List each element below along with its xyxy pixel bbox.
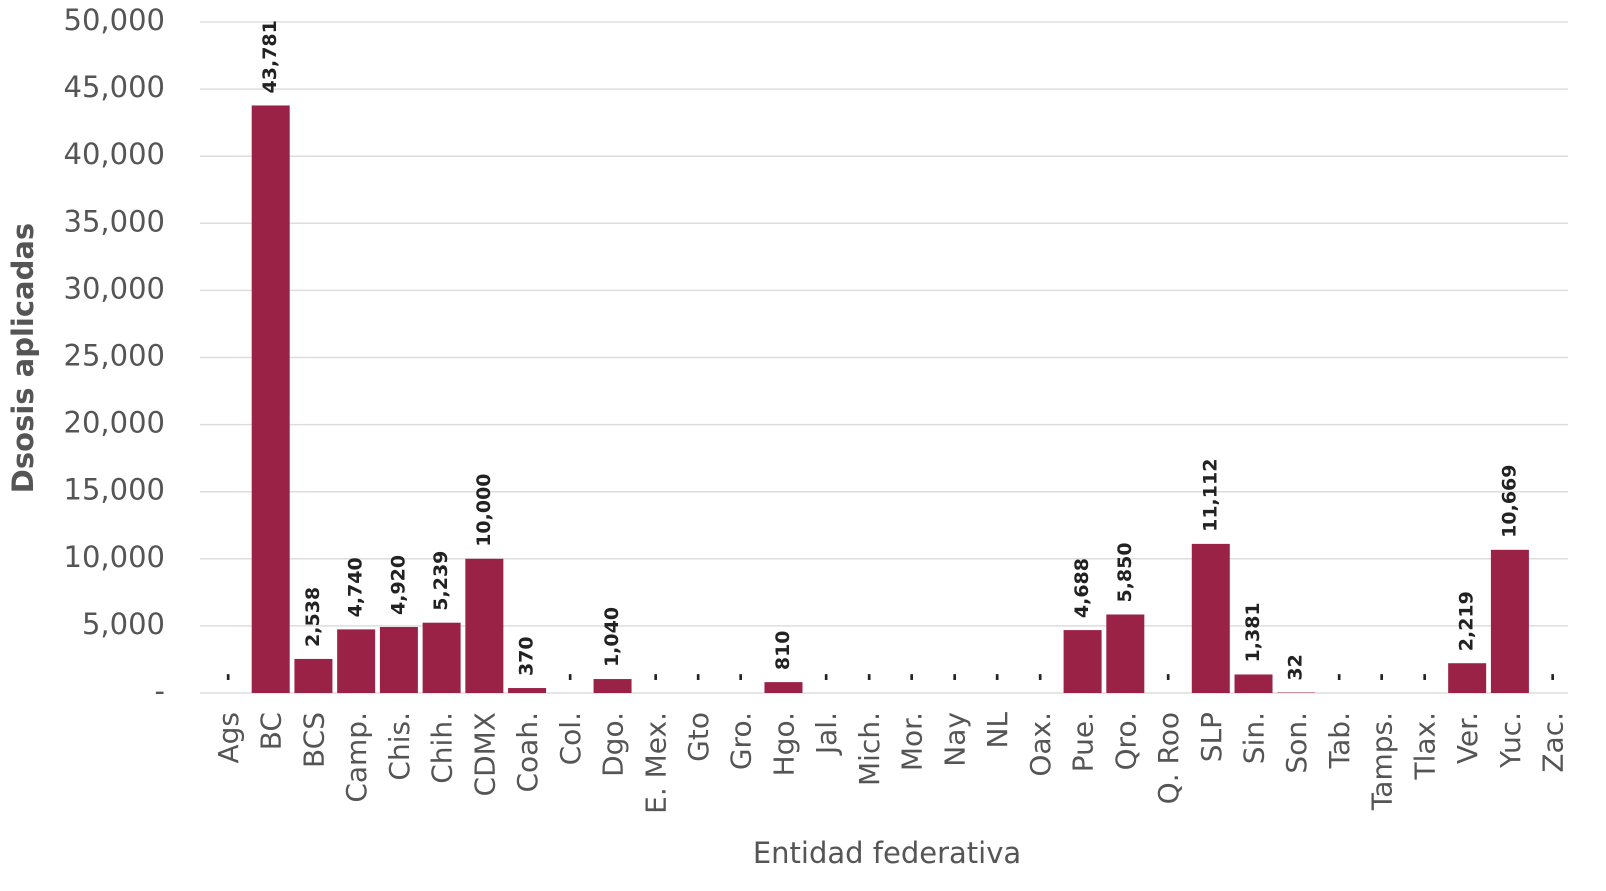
bar — [1234, 674, 1273, 693]
x-tick-label: Yuc. — [1494, 712, 1527, 769]
x-tick-label: Mor. — [896, 712, 929, 771]
value-label: - — [644, 673, 666, 681]
value-label: 4,688 — [1071, 558, 1093, 618]
y-tick-label: 5,000 — [82, 607, 165, 641]
value-label: - — [1327, 673, 1349, 681]
bar — [508, 688, 547, 693]
value-label: 370 — [516, 636, 538, 676]
value-label: - — [1370, 673, 1392, 681]
x-tick-label: Pue. — [1067, 712, 1100, 772]
x-tick-label: Gro. — [725, 712, 758, 770]
x-tick-label: Ver. — [1451, 712, 1484, 764]
bar — [251, 105, 290, 693]
x-tick-label: Tamps. — [1366, 712, 1399, 811]
y-tick-label: - — [155, 674, 165, 708]
bar — [764, 682, 803, 693]
bar — [1448, 663, 1487, 693]
value-label: - — [687, 673, 709, 681]
x-tick-label: Dgo. — [597, 712, 630, 777]
value-label: - — [900, 673, 922, 681]
x-tick-label: Col. — [554, 712, 587, 765]
bar — [1063, 630, 1102, 693]
x-tick-label: Nay — [938, 712, 971, 767]
x-tick-label: Chih. — [426, 712, 459, 784]
bar — [465, 558, 504, 693]
x-tick-label: Ags — [212, 712, 245, 764]
x-tick-label: BC — [255, 712, 288, 750]
bar — [593, 679, 632, 693]
y-tick-label: 25,000 — [64, 339, 165, 373]
value-label: 4,920 — [387, 555, 409, 615]
bar — [337, 629, 376, 693]
bar — [1191, 543, 1230, 693]
y-tick-label: 50,000 — [64, 3, 165, 37]
y-tick-label: 15,000 — [64, 473, 165, 507]
x-tick-label: Qro. — [1109, 712, 1142, 770]
value-label: 5,850 — [1114, 542, 1136, 602]
x-tick-label: Tlax. — [1408, 712, 1441, 781]
value-label: - — [857, 673, 879, 681]
x-tick-label: Son. — [1280, 712, 1313, 774]
x-tick-label: Camp. — [340, 712, 373, 803]
value-label: - — [986, 673, 1008, 681]
x-tick-label: BCS — [297, 712, 330, 768]
y-tick-label: 30,000 — [64, 271, 165, 305]
x-tick-label: Gto — [682, 712, 715, 762]
x-tick-label: Sin. — [1238, 712, 1271, 764]
value-label: - — [1028, 673, 1050, 681]
x-tick-label: Mich. — [853, 712, 886, 786]
y-tick-label: 10,000 — [64, 540, 165, 574]
x-tick-label: NL — [981, 712, 1014, 749]
value-label: - — [815, 673, 837, 681]
value-label: 5,239 — [430, 551, 452, 611]
x-tick-label: Jal. — [810, 712, 843, 756]
x-axis-title: Entidad federativa — [753, 836, 1021, 870]
value-label: 2,219 — [1456, 591, 1478, 651]
x-tick-label: CDMX — [468, 712, 501, 796]
value-label: - — [216, 673, 238, 681]
x-tick-label: Zac. — [1537, 712, 1570, 773]
value-label: 810 — [772, 630, 794, 670]
bar — [1490, 549, 1529, 693]
x-tick-label: E. Mex. — [639, 712, 672, 814]
value-label: 32 — [1285, 654, 1307, 680]
value-label: - — [558, 673, 580, 681]
x-tick-label: Hgo. — [767, 712, 800, 776]
value-label: - — [1541, 673, 1563, 681]
value-label: 10,669 — [1498, 464, 1520, 537]
value-label: 11,112 — [1199, 459, 1221, 532]
y-tick-label: 20,000 — [64, 406, 165, 440]
value-label: 4,740 — [345, 557, 367, 617]
y-tick-label: 45,000 — [64, 70, 165, 104]
value-label: - — [943, 673, 965, 681]
value-label: 2,538 — [302, 587, 324, 647]
value-label: - — [729, 673, 751, 681]
value-label: 1,040 — [601, 607, 623, 667]
y-tick-label: 40,000 — [64, 137, 165, 171]
x-tick-label: Coah. — [511, 712, 544, 793]
x-tick-label: Oax. — [1024, 712, 1057, 777]
x-tick-label: SLP — [1195, 712, 1228, 762]
x-tick-label: Tab. — [1323, 712, 1356, 769]
value-label: - — [1157, 673, 1179, 681]
bar — [1106, 614, 1145, 693]
x-tick-label: Chis. — [383, 712, 416, 781]
value-label: - — [1413, 673, 1435, 681]
bar — [294, 658, 333, 693]
y-axis-title: Dsosis aplicadas — [6, 223, 40, 493]
x-tick-label: Q. Roo — [1152, 712, 1185, 804]
value-label: 1,381 — [1242, 602, 1264, 662]
value-label: 10,000 — [473, 473, 495, 546]
y-tick-label: 35,000 — [64, 204, 165, 238]
bar — [379, 626, 418, 693]
value-label: 43,781 — [259, 20, 281, 93]
bar — [422, 622, 461, 693]
